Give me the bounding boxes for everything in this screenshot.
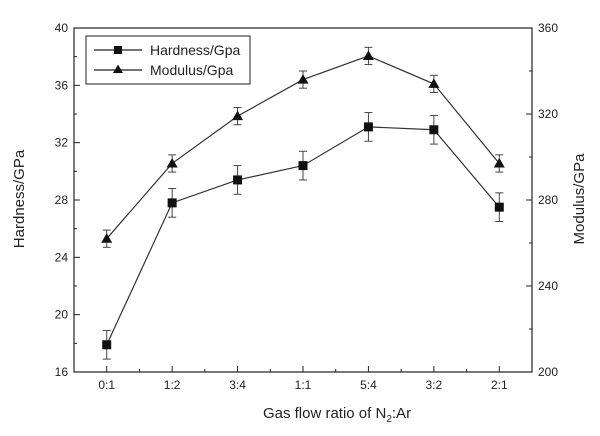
hardness-point: [494, 202, 504, 212]
y-left-tick-label: 28: [55, 193, 69, 207]
y-right-tick-label: 240: [538, 279, 558, 293]
x-tick-label: 2:1: [491, 378, 508, 392]
legend-label-modulus: Modulus/Gpa: [150, 62, 233, 78]
modulus-point: [166, 157, 178, 168]
x-axis-title-tail: :Ar: [392, 405, 411, 422]
modulus-point: [232, 110, 244, 121]
y-left-tick-label: 20: [55, 308, 69, 322]
x-axis-title-main: Gas flow ratio of N: [263, 405, 386, 422]
modulus-point: [101, 233, 113, 243]
legend-marker-hardness: [114, 46, 122, 54]
x-tick-label: 1:1: [295, 378, 312, 392]
x-tick-label: 5:4: [360, 378, 377, 392]
modulus-point: [493, 157, 505, 168]
legend-box: [85, 35, 251, 85]
modulus-point: [362, 50, 374, 60]
x-tick-label: 1:2: [164, 378, 181, 392]
x-tick-label: 3:4: [229, 378, 246, 392]
y-left-tick-label: 32: [55, 136, 69, 150]
legend: Hardness/Gpa Modulus/Gpa: [85, 35, 251, 85]
legend-marker-modulus: [113, 64, 123, 73]
y-right-tick-label: 280: [538, 193, 558, 207]
hardness-point: [102, 340, 112, 350]
y-left-axis-title: Hardness/GPa: [11, 149, 28, 248]
modulus-point: [297, 74, 309, 84]
y-right-axis-title: Modulus/GPa: [571, 153, 588, 245]
hardness-point: [167, 198, 177, 208]
modulus-point: [428, 78, 440, 88]
y-left-tick-label: 16: [55, 365, 69, 379]
hardness-point: [233, 175, 243, 185]
hardness-point: [429, 125, 439, 135]
y-right-tick-label: 200: [538, 365, 558, 379]
hardness-point: [298, 161, 308, 171]
y-left-tick-label: 24: [55, 250, 69, 264]
y-right-tick-label: 320: [538, 107, 558, 121]
x-axis-title-subscript: 2: [386, 414, 392, 425]
y-right-tick-label: 360: [538, 21, 558, 35]
x-tick-label: 3:2: [426, 378, 443, 392]
y-left-tick-label: 36: [55, 78, 69, 92]
legend-label-hardness: Hardness/Gpa: [150, 42, 240, 58]
plot-layer: 16 20 24 28 32 36 40 200 240 280 320 360 0:1 1:2 3:4 1:…: [55, 21, 559, 392]
x-axis-title: Gas flow ratio of N2:Ar: [263, 405, 411, 425]
x-tick-label: 0:1: [98, 378, 115, 392]
hardness-point: [363, 122, 373, 132]
y-left-tick-label: 40: [55, 21, 69, 35]
